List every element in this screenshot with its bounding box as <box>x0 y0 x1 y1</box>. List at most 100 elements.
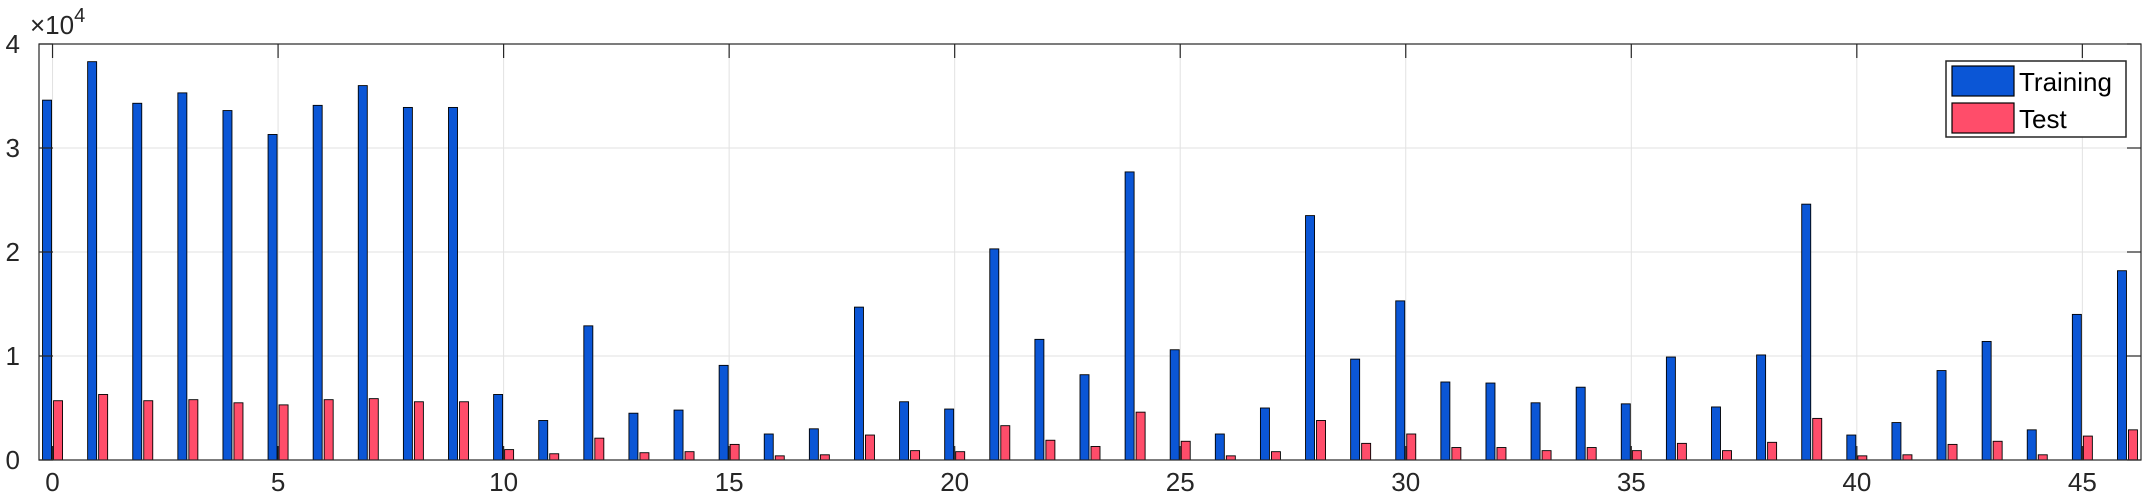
bar-training-17 <box>808 428 819 461</box>
x-tick-label-30: 30 <box>1391 467 1420 497</box>
bar-training-33 <box>1530 402 1541 461</box>
y-exponent-base: ×10 <box>30 10 74 40</box>
bar-training-14 <box>673 409 684 461</box>
bar-training-32 <box>1485 382 1496 461</box>
bar-training-3 <box>177 92 188 461</box>
bar-test-35 <box>1631 450 1642 461</box>
bar-training-10 <box>493 394 504 461</box>
bar-training-23 <box>1079 374 1090 461</box>
bar-training-8 <box>402 106 413 461</box>
bar-training-16 <box>763 433 774 461</box>
bar-training-43 <box>1981 340 1992 461</box>
bar-test-23 <box>1090 446 1101 461</box>
bar-test-42 <box>1947 443 1958 461</box>
bar-training-11 <box>538 420 549 461</box>
bar-test-16 <box>774 455 785 461</box>
bar-training-1 <box>87 61 98 461</box>
bar-training-0 <box>42 99 52 461</box>
bar-training-18 <box>854 306 864 461</box>
y-tick-labels: 0 1 2 3 4 <box>6 29 20 475</box>
legend-swatch-training <box>1951 65 2015 97</box>
bar-test-37 <box>1722 450 1732 461</box>
bar-test-6 <box>323 399 334 461</box>
bar-test-41 <box>1902 454 1913 461</box>
x-tick-label-40: 40 <box>1842 467 1871 497</box>
x-tick-labels: 0 5 10 15 20 25 30 35 40 45 <box>45 467 2097 497</box>
y-tick-label-4: 4 <box>6 29 20 59</box>
x-tick-label-10: 10 <box>489 467 518 497</box>
bar-test-1 <box>98 394 109 461</box>
x-tick-label-5: 5 <box>271 467 285 497</box>
bar-training-46 <box>2117 270 2127 461</box>
y-exponent-label: ×104 <box>30 5 85 40</box>
legend-swatch-test <box>1951 102 2015 134</box>
bar-test-29 <box>1361 442 1372 461</box>
bar-test-4 <box>233 402 244 461</box>
bar-test-3 <box>188 399 199 461</box>
bar-training-28 <box>1305 215 1315 461</box>
bar-test-34 <box>1586 447 1597 461</box>
bar-training-6 <box>312 104 323 461</box>
bar-test-31 <box>1451 447 1462 461</box>
bar-test-5 <box>278 404 289 461</box>
bar-test-39 <box>1812 417 1823 461</box>
bar-training-24 <box>1124 171 1135 461</box>
y-exponent-power: 4 <box>74 5 85 27</box>
bar-training-4 <box>222 110 233 461</box>
bar-training-25 <box>1169 349 1180 461</box>
bar-test-13 <box>639 452 650 461</box>
bar-training-38 <box>1756 354 1767 461</box>
bar-training-41 <box>1891 422 1902 461</box>
bar-test-10 <box>504 449 515 461</box>
x-tick-label-45: 45 <box>2068 467 2097 497</box>
y-tick-label-3: 3 <box>6 133 20 163</box>
bar-test-28 <box>1316 420 1326 461</box>
bar-test-40 <box>1857 455 1868 461</box>
bar-training-5 <box>267 134 278 461</box>
bar-test-19 <box>910 450 921 461</box>
bar-training-2 <box>132 102 143 461</box>
bar-test-20 <box>955 451 966 461</box>
bar-training-45 <box>2071 313 2082 461</box>
bar-test-38 <box>1767 441 1778 461</box>
bar-test-32 <box>1496 447 1507 461</box>
bar-training-9 <box>448 106 458 461</box>
x-tick-label-20: 20 <box>940 467 969 497</box>
legend: Training Test <box>1945 60 2127 138</box>
bar-training-12 <box>583 325 594 461</box>
bar-training-27 <box>1259 407 1270 461</box>
bar-training-26 <box>1214 433 1225 461</box>
y-tick-label-0: 0 <box>6 445 20 475</box>
bar-training-29 <box>1350 358 1361 461</box>
bar-training-31 <box>1440 381 1451 461</box>
bar-training-22 <box>1034 338 1045 461</box>
bar-test-30 <box>1406 433 1417 461</box>
bar-test-7 <box>368 398 379 461</box>
bar-test-8 <box>413 401 424 461</box>
bar-training-21 <box>989 248 1000 461</box>
legend-label-test: Test <box>2019 104 2067 134</box>
bar-test-36 <box>1676 442 1687 461</box>
x-tick-label-35: 35 <box>1617 467 1646 497</box>
bar-test-12 <box>594 437 605 461</box>
bar-training-19 <box>899 401 910 461</box>
bar-test-22 <box>1045 439 1056 461</box>
bar-training-7 <box>357 85 368 461</box>
bar-training-36 <box>1665 356 1676 461</box>
bar-training-44 <box>2026 429 2037 461</box>
bar-training-40 <box>1846 434 1857 461</box>
y-tick-label-1: 1 <box>6 341 20 371</box>
bar-training-30 <box>1395 300 1406 461</box>
bar-test-9 <box>459 401 469 461</box>
y-tick-label-2: 2 <box>6 237 20 267</box>
bar-test-17 <box>819 454 830 461</box>
bar-test-15 <box>729 443 740 461</box>
bar-training-13 <box>628 412 639 461</box>
axes <box>38 43 2142 461</box>
bar-test-24 <box>1135 411 1146 461</box>
legend-label-training: Training <box>2019 67 2112 97</box>
bar-training-35 <box>1620 403 1631 461</box>
bar-test-33 <box>1541 450 1552 461</box>
bar-test-46 <box>2128 429 2138 461</box>
bar-test-45 <box>2082 435 2093 461</box>
